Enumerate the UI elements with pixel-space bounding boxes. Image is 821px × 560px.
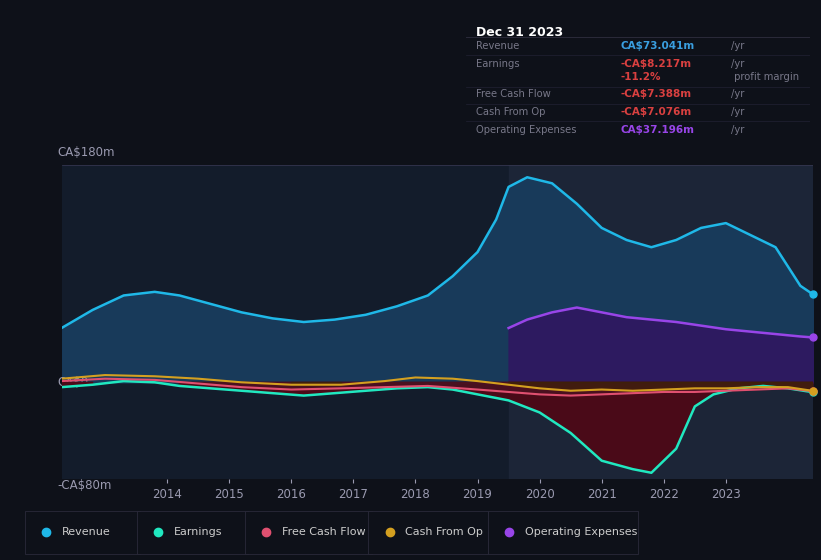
Text: profit margin: profit margin	[731, 72, 799, 82]
Text: Operating Expenses: Operating Expenses	[525, 527, 637, 537]
Text: -CA$7.076m: -CA$7.076m	[621, 106, 692, 116]
Text: /yr: /yr	[731, 125, 745, 135]
FancyBboxPatch shape	[368, 511, 488, 554]
Text: /yr: /yr	[731, 106, 745, 116]
Text: Dec 31 2023: Dec 31 2023	[476, 26, 563, 39]
Text: Earnings: Earnings	[476, 59, 520, 69]
Bar	[508, 165, 813, 479]
Text: CA$180m: CA$180m	[57, 146, 115, 159]
Text: -CA$7.388m: -CA$7.388m	[621, 90, 692, 100]
Text: -CA$8.217m: -CA$8.217m	[621, 59, 692, 69]
Text: Operating Expenses: Operating Expenses	[476, 125, 576, 135]
Text: Earnings: Earnings	[173, 527, 222, 537]
Text: -CA$80m: -CA$80m	[57, 479, 112, 492]
Text: /yr: /yr	[731, 59, 745, 69]
Text: Cash From Op: Cash From Op	[476, 106, 545, 116]
FancyBboxPatch shape	[488, 511, 638, 554]
Text: CA$37.196m: CA$37.196m	[621, 125, 695, 135]
Text: Revenue: Revenue	[62, 527, 110, 537]
Text: /yr: /yr	[731, 90, 745, 100]
Text: -11.2%: -11.2%	[621, 72, 661, 82]
FancyBboxPatch shape	[245, 511, 372, 554]
FancyBboxPatch shape	[25, 511, 140, 554]
Text: Free Cash Flow: Free Cash Flow	[282, 527, 365, 537]
Text: /yr: /yr	[731, 41, 745, 51]
Text: Revenue: Revenue	[476, 41, 519, 51]
Text: CA$0: CA$0	[57, 376, 89, 389]
Text: Free Cash Flow: Free Cash Flow	[476, 90, 551, 100]
FancyBboxPatch shape	[136, 511, 249, 554]
Text: CA$73.041m: CA$73.041m	[621, 41, 695, 51]
Text: Cash From Op: Cash From Op	[405, 527, 483, 537]
